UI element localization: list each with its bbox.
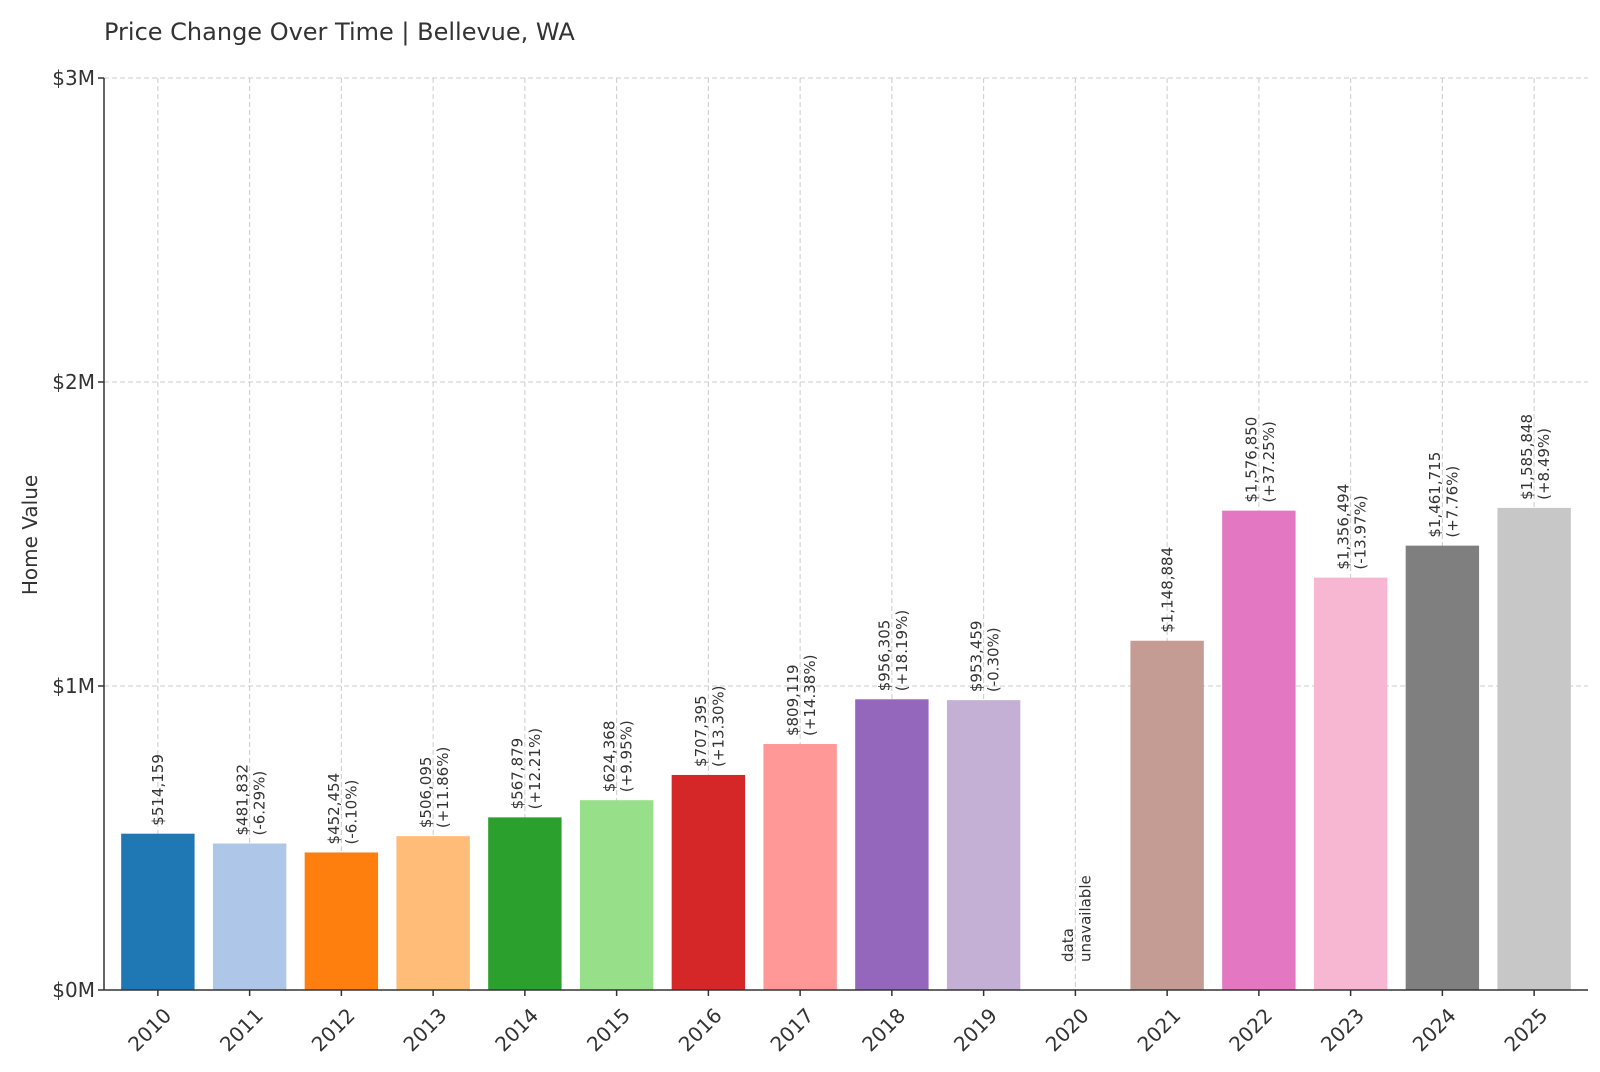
bar-change-text: (-0.30%) (985, 627, 1003, 692)
x-tick-label: 2023 (1316, 1003, 1369, 1056)
bar-value-text: $1,148,884 (1158, 547, 1176, 633)
bar (1497, 507, 1571, 990)
x-tick-label: 2024 (1408, 1003, 1461, 1056)
bar-change-text: (-6.29%) (251, 771, 269, 836)
bar-change-text: (+37.25%) (1260, 421, 1278, 502)
x-tick-label: 2019 (949, 1003, 1002, 1056)
bar-value-text: $452,454 (325, 773, 343, 845)
bar-value-text: $707,395 (692, 695, 710, 767)
bar-value-text: $481,832 (233, 764, 251, 836)
bar-value-label: $481,832(-6.29%) (233, 764, 268, 836)
bar-change-text: (-6.10%) (342, 780, 360, 845)
bar-value-label: $1,356,494(-13.97%) (1334, 484, 1369, 570)
bar-value-text: $1,576,850 (1243, 417, 1261, 503)
bar-value-text: $1,585,848 (1518, 414, 1536, 500)
bar-value-text: $1,356,494 (1334, 484, 1352, 570)
bar (1130, 640, 1204, 990)
x-tick-label: 2018 (857, 1003, 910, 1056)
bar-change-text: (+8.49%) (1535, 428, 1553, 500)
chart-title: Price Change Over Time | Bellevue, WA (104, 18, 575, 46)
bar-change-text: (-13.97%) (1352, 495, 1370, 569)
bar (121, 833, 195, 990)
missing-data-label: dataunavailable (1059, 875, 1094, 962)
y-tick-label: $2M (52, 370, 95, 394)
x-tick-label: 2022 (1224, 1003, 1277, 1056)
x-tick-label: 2017 (765, 1003, 818, 1056)
x-tick-label: 2014 (490, 1003, 543, 1056)
bar-value-text: $567,879 (509, 738, 527, 810)
bar-value-text: $506,095 (417, 757, 435, 829)
bar-change-text: (+11.86%) (434, 747, 452, 828)
bar-value-text: $953,459 (967, 621, 985, 693)
y-tick-label: $3M (52, 66, 95, 90)
bar-value-text: $956,305 (876, 620, 894, 692)
bar-change-text: (+13.30%) (709, 685, 727, 766)
labels-layer: $514,159 $481,832(-6.29%) $452,454(-6.10%)… (149, 414, 1553, 962)
bar-value-label: $1,585,848(+8.49%) (1518, 414, 1553, 500)
bar-value-label: $1,461,715(+7.76%) (1426, 452, 1461, 538)
bar (212, 843, 287, 990)
bar-value-label: $506,095(+11.86%) (417, 747, 452, 828)
bar (1405, 545, 1480, 990)
bar-value-label: $567,879(+12.21%) (509, 728, 544, 809)
x-tick-label: 2025 (1499, 1003, 1552, 1056)
bar (855, 699, 929, 990)
bar-value-text: $514,159 (149, 754, 167, 826)
y-tick-label: $0M (52, 978, 95, 1002)
x-tick-label: 2020 (1041, 1003, 1094, 1056)
missing-data-text: data (1059, 928, 1077, 962)
bar-value-label: $1,148,884 (1158, 547, 1176, 633)
bar-value-label: $1,576,850(+37.25%) (1243, 417, 1278, 503)
bar-value-label: $953,459(-0.30%) (967, 621, 1002, 693)
bar (1313, 577, 1388, 990)
bar-change-text: (+9.95%) (618, 720, 636, 792)
x-tick-label: 2010 (123, 1003, 176, 1056)
bar-value-label: $624,368(+9.95%) (600, 720, 635, 792)
bar-value-label: $452,454(-6.10%) (325, 773, 360, 845)
x-tick-label: 2015 (582, 1003, 635, 1056)
bar (763, 744, 837, 990)
bar (304, 852, 379, 990)
bar-value-label: $707,395(+13.30%) (692, 685, 727, 766)
bar-value-text: $809,119 (784, 664, 802, 736)
bar-change-text: (+14.38%) (801, 655, 819, 736)
bar-value-label: $809,119(+14.38%) (784, 655, 819, 736)
x-tick-label: 2011 (215, 1003, 268, 1056)
bar (579, 800, 654, 990)
bar-value-text: $624,368 (600, 721, 618, 793)
x-tick-label: 2021 (1132, 1003, 1185, 1056)
x-tick-label: 2012 (307, 1003, 360, 1056)
bar (671, 774, 746, 990)
bar (396, 836, 470, 990)
bar (946, 700, 1021, 990)
bar (1222, 510, 1296, 990)
bar-value-label: $956,305(+18.19%) (876, 610, 911, 691)
y-axis-label: Home Value (18, 475, 42, 595)
bar-change-text: (+12.21%) (526, 728, 544, 809)
bar-value-text: $1,461,715 (1426, 452, 1444, 538)
x-tick-label: 2016 (674, 1003, 727, 1056)
y-tick-label: $1M (52, 674, 95, 698)
bar-value-label: $514,159 (149, 754, 167, 826)
bars-layer (121, 507, 1571, 990)
bar (488, 817, 562, 990)
x-tick-label: 2013 (398, 1003, 451, 1056)
bar-change-text: (+7.76%) (1443, 466, 1461, 538)
missing-data-text: unavailable (1076, 875, 1094, 962)
bar-change-text: (+18.19%) (893, 610, 911, 691)
